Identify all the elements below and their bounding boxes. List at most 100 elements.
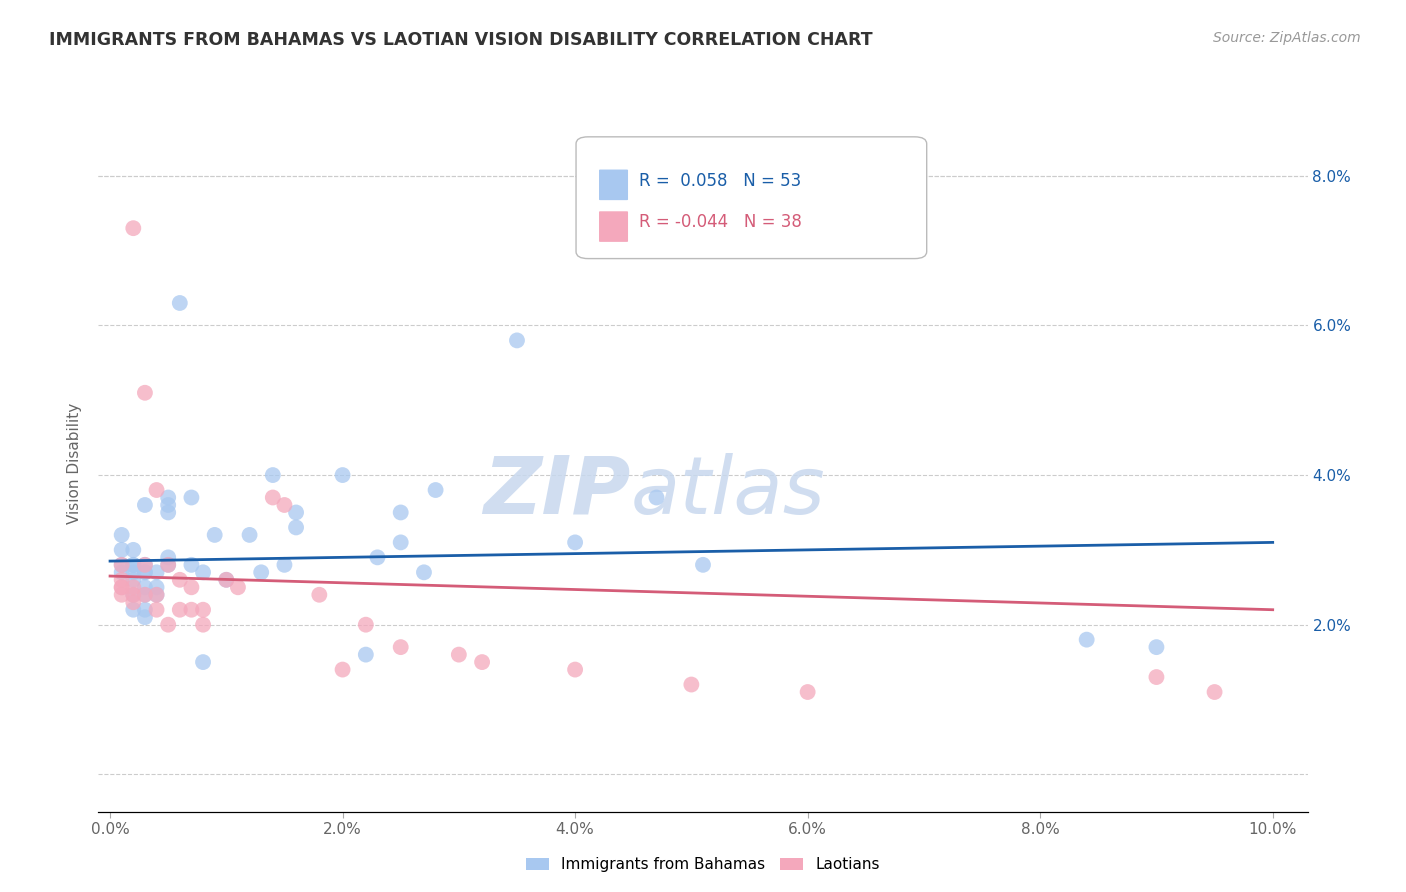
Point — [134, 603, 156, 617]
Point — [273, 558, 295, 572]
Point — [169, 603, 191, 617]
FancyBboxPatch shape — [599, 169, 628, 200]
Point — [134, 588, 156, 602]
Point — [180, 603, 202, 617]
Point — [169, 573, 191, 587]
Point — [262, 468, 284, 483]
Point — [1204, 685, 1226, 699]
Point — [191, 566, 214, 580]
Point — [226, 580, 249, 594]
Point — [111, 588, 134, 602]
Point — [262, 491, 284, 505]
Point — [471, 655, 494, 669]
Point — [134, 588, 156, 602]
Point — [180, 580, 202, 594]
Point — [157, 491, 180, 505]
Point — [134, 558, 156, 572]
Point — [157, 498, 180, 512]
Point — [413, 566, 436, 580]
Point — [134, 580, 156, 594]
Point — [122, 566, 145, 580]
Point — [332, 663, 354, 677]
Point — [285, 506, 308, 520]
Text: R = -0.044   N = 38: R = -0.044 N = 38 — [638, 212, 801, 231]
Point — [145, 603, 167, 617]
Point — [111, 580, 134, 594]
Point — [1144, 670, 1167, 684]
Point — [273, 498, 295, 512]
Point — [250, 566, 273, 580]
Point — [122, 558, 145, 572]
Text: ZIP: ZIP — [484, 452, 630, 531]
Text: R =  0.058   N = 53: R = 0.058 N = 53 — [638, 171, 801, 190]
Point — [389, 506, 412, 520]
Point — [145, 588, 167, 602]
Point — [169, 296, 191, 310]
Point — [111, 558, 134, 572]
Text: atlas: atlas — [630, 452, 825, 531]
Point — [354, 617, 377, 632]
Legend: Immigrants from Bahamas, Laotians: Immigrants from Bahamas, Laotians — [519, 849, 887, 880]
Point — [332, 468, 354, 483]
Point — [285, 520, 308, 534]
Point — [191, 655, 214, 669]
Point — [157, 558, 180, 572]
Point — [134, 566, 156, 580]
Point — [389, 640, 412, 654]
Point — [111, 558, 134, 572]
Point — [134, 610, 156, 624]
Point — [111, 542, 134, 557]
Point — [157, 550, 180, 565]
Point — [796, 685, 818, 699]
Point — [447, 648, 470, 662]
Point — [157, 617, 180, 632]
FancyBboxPatch shape — [576, 136, 927, 259]
Text: Source: ZipAtlas.com: Source: ZipAtlas.com — [1213, 31, 1361, 45]
Point — [366, 550, 388, 565]
Point — [122, 603, 145, 617]
Point — [134, 566, 156, 580]
Point — [122, 588, 145, 602]
Point — [145, 580, 167, 594]
Point — [111, 580, 134, 594]
Point — [215, 573, 238, 587]
Point — [122, 558, 145, 572]
Point — [145, 566, 167, 580]
Point — [191, 617, 214, 632]
Point — [354, 648, 377, 662]
Point — [157, 558, 180, 572]
Point — [122, 221, 145, 235]
Point — [564, 663, 586, 677]
Point — [180, 558, 202, 572]
Point — [506, 334, 529, 348]
Point — [122, 542, 145, 557]
Y-axis label: Vision Disability: Vision Disability — [66, 403, 82, 524]
Point — [425, 483, 447, 497]
Point — [191, 603, 214, 617]
Point — [145, 483, 167, 497]
Point — [645, 491, 668, 505]
FancyBboxPatch shape — [599, 211, 628, 242]
Point — [389, 535, 412, 549]
Point — [1144, 640, 1167, 654]
Point — [308, 588, 330, 602]
Point — [111, 573, 134, 587]
Point — [204, 528, 226, 542]
Point — [180, 491, 202, 505]
Point — [239, 528, 262, 542]
Point — [215, 573, 238, 587]
Point — [134, 558, 156, 572]
Point — [157, 506, 180, 520]
Point — [111, 528, 134, 542]
Point — [111, 566, 134, 580]
Point — [122, 573, 145, 587]
Point — [681, 677, 703, 691]
Point — [692, 558, 714, 572]
Point — [134, 385, 156, 400]
Point — [122, 588, 145, 602]
Point — [1076, 632, 1098, 647]
Point — [122, 595, 145, 609]
Text: IMMIGRANTS FROM BAHAMAS VS LAOTIAN VISION DISABILITY CORRELATION CHART: IMMIGRANTS FROM BAHAMAS VS LAOTIAN VISIO… — [49, 31, 873, 49]
Point — [122, 580, 145, 594]
Point — [564, 535, 586, 549]
